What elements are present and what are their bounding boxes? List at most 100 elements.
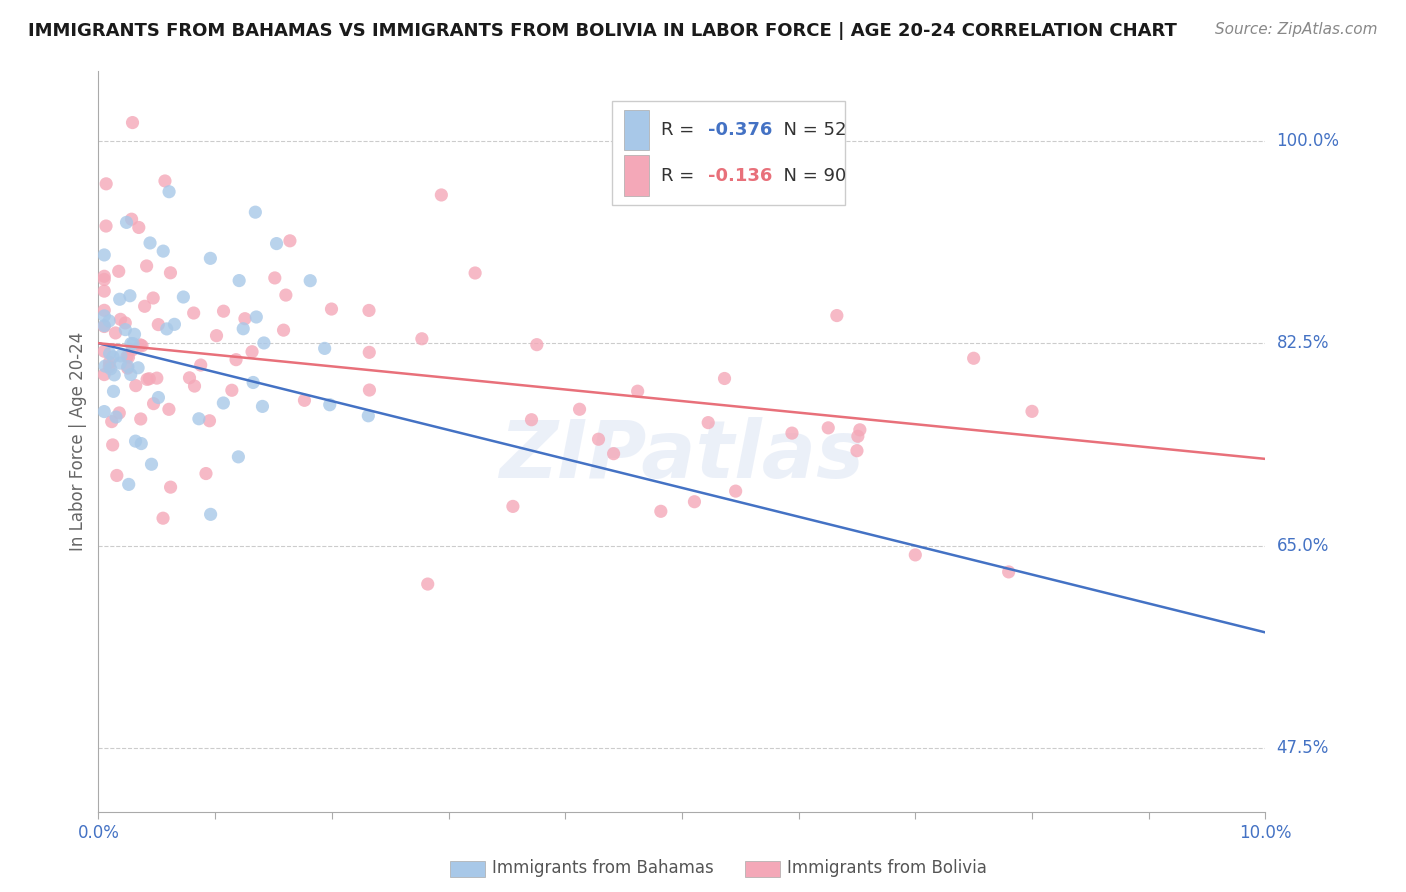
Point <box>121 343 143 357</box>
Point <box>122 336 145 351</box>
Point <box>416 577 439 591</box>
Point <box>221 384 243 398</box>
Point <box>212 304 235 318</box>
Point <box>228 450 250 464</box>
Point <box>93 248 115 262</box>
Point <box>183 306 205 320</box>
Point <box>200 252 222 266</box>
Point <box>93 284 115 298</box>
Point <box>245 310 267 324</box>
Text: 47.5%: 47.5% <box>1277 739 1329 757</box>
Point <box>125 378 148 392</box>
Point <box>568 402 591 417</box>
Text: -0.136: -0.136 <box>707 167 772 185</box>
Point <box>93 368 115 382</box>
Point <box>139 235 162 250</box>
Point <box>148 318 170 332</box>
Point <box>104 326 127 340</box>
FancyBboxPatch shape <box>624 110 650 151</box>
Point <box>225 352 247 367</box>
Point <box>233 311 256 326</box>
Point <box>232 322 254 336</box>
Point <box>157 402 180 417</box>
Point <box>94 219 117 233</box>
Point <box>299 274 322 288</box>
Point <box>825 309 848 323</box>
Point <box>100 361 122 376</box>
Point <box>152 511 174 525</box>
Point <box>110 349 132 363</box>
Point <box>114 323 136 337</box>
Point <box>273 323 295 337</box>
Point <box>242 376 264 390</box>
Point <box>294 393 316 408</box>
Point <box>117 359 139 374</box>
Point <box>683 494 706 508</box>
Point <box>129 436 152 450</box>
Text: N = 52: N = 52 <box>772 121 846 139</box>
Point <box>228 274 250 288</box>
Point <box>319 398 342 412</box>
Point <box>129 412 152 426</box>
Point <box>94 359 117 373</box>
Point <box>713 371 735 385</box>
Point <box>183 379 205 393</box>
Point <box>127 360 149 375</box>
Point <box>159 266 181 280</box>
Point <box>115 215 138 229</box>
Point <box>357 409 380 423</box>
Point <box>904 548 927 562</box>
Point <box>212 396 235 410</box>
Point <box>163 318 186 332</box>
Point <box>105 468 128 483</box>
Point <box>105 410 128 425</box>
Point <box>430 188 453 202</box>
Point <box>520 413 543 427</box>
FancyBboxPatch shape <box>612 101 845 204</box>
Point <box>98 314 121 328</box>
Point <box>195 467 218 481</box>
Point <box>118 289 141 303</box>
Text: 65.0%: 65.0% <box>1277 537 1329 555</box>
Point <box>198 414 221 428</box>
Point <box>93 272 115 286</box>
FancyBboxPatch shape <box>624 155 650 196</box>
Point <box>411 332 433 346</box>
Text: -0.376: -0.376 <box>707 121 772 139</box>
Point <box>118 477 141 491</box>
Point <box>266 236 288 251</box>
Point <box>962 351 984 366</box>
Text: 82.5%: 82.5% <box>1277 334 1329 352</box>
Point <box>120 336 142 351</box>
Point <box>120 368 142 382</box>
Point <box>502 500 524 514</box>
Point <box>817 421 839 435</box>
Point <box>142 291 165 305</box>
Point <box>846 429 869 443</box>
Point <box>101 438 124 452</box>
Point <box>159 480 181 494</box>
Point <box>100 415 122 429</box>
Text: Immigrants from Bolivia: Immigrants from Bolivia <box>787 859 987 877</box>
Point <box>108 356 131 370</box>
Point <box>156 322 179 336</box>
Point <box>115 350 138 364</box>
Point <box>93 404 115 418</box>
Point <box>245 205 267 219</box>
Point <box>359 383 381 397</box>
Point <box>117 350 139 364</box>
Point <box>205 328 228 343</box>
Point <box>93 318 115 333</box>
Point <box>98 359 121 374</box>
Point <box>135 259 157 273</box>
Point <box>138 372 160 386</box>
Point <box>134 299 156 313</box>
Point <box>96 177 118 191</box>
Point <box>107 264 129 278</box>
Point <box>141 457 163 471</box>
Point <box>157 185 180 199</box>
Point <box>93 309 115 323</box>
Point <box>117 361 139 376</box>
Point <box>110 312 132 326</box>
Text: ZIPatlas: ZIPatlas <box>499 417 865 495</box>
